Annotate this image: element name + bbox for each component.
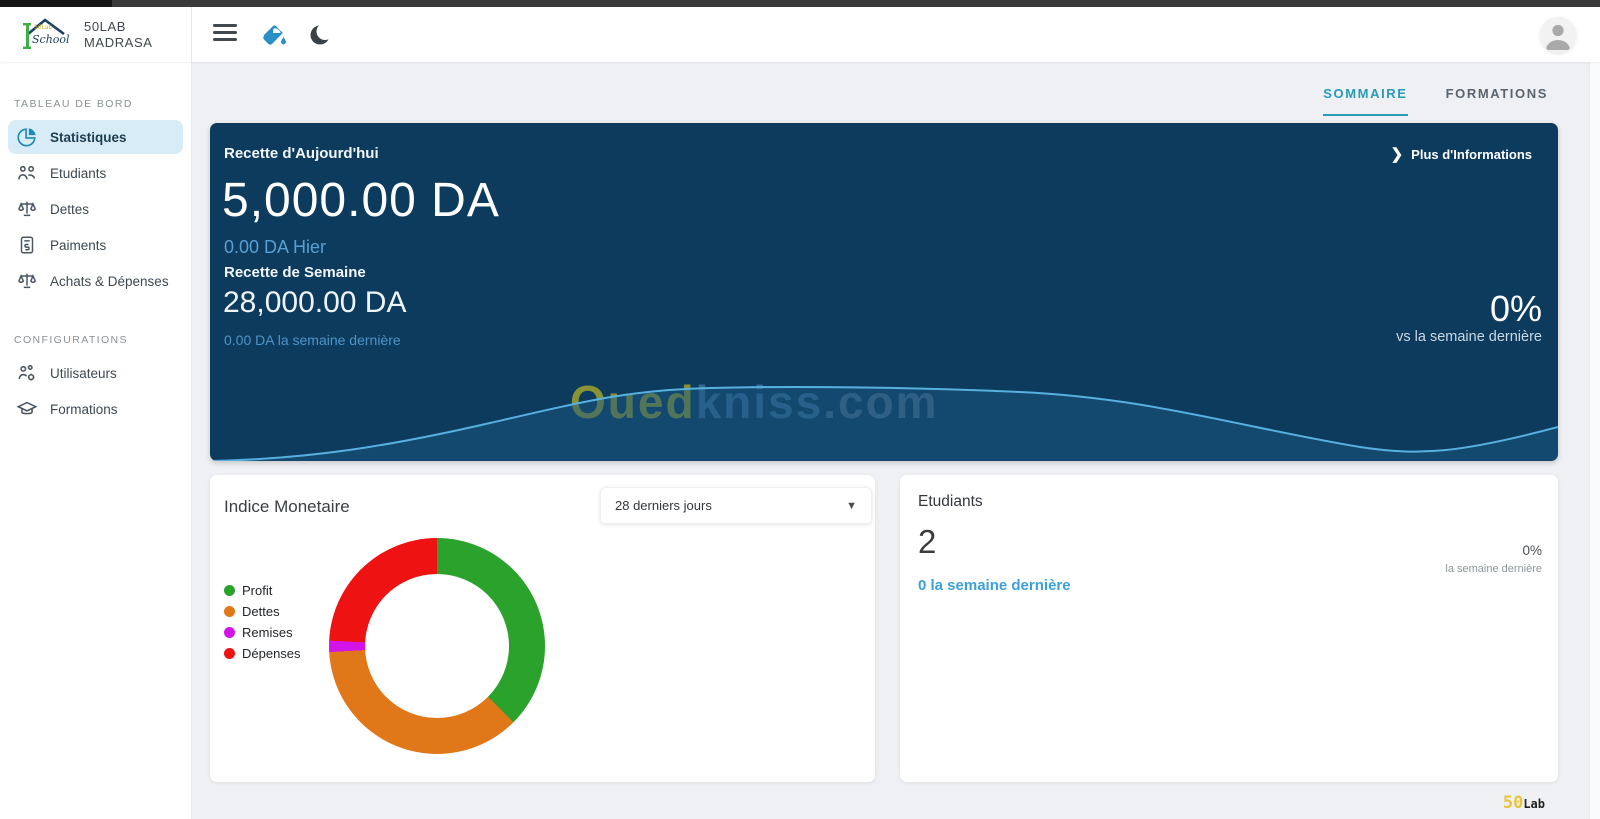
sidebar-section-title: CONFIGURATIONS (14, 334, 128, 346)
sidebar: TABLEAU DE BORD Statistiques Etudiants D… (0, 62, 192, 819)
revenue-wave-chart (210, 386, 1558, 461)
donut-chart-wrap (329, 538, 545, 754)
legend-label: Dettes (242, 604, 280, 619)
legend-dot (224, 606, 235, 617)
etudiants-card: Etudiants 2 0 la semaine dernière 0% la … (900, 475, 1558, 782)
chevron-right-icon: ❯ (1390, 146, 1404, 163)
user-avatar[interactable] (1540, 17, 1576, 53)
pie-chart-icon (17, 128, 36, 147)
legend-label: Profit (242, 583, 273, 598)
sidebar-item-utilisateurs[interactable]: Utilisateurs (8, 356, 183, 390)
sidebar-item-label: Statistiques (50, 129, 127, 145)
today-revenue-label: Recette d'Aujourd'hui (224, 145, 379, 162)
menu-hamburger-icon[interactable] (213, 24, 237, 45)
legend-item-profit[interactable]: Profit (224, 583, 301, 598)
users-gear-icon (18, 364, 35, 381)
sidebar-item-dettes[interactable]: Dettes (8, 192, 183, 226)
sidebar-item-statistiques[interactable]: Statistiques (8, 120, 183, 154)
scale-icon (18, 273, 37, 289)
logo-block: 50Lab School 50LAB MADRASA (0, 7, 192, 62)
moon-dark-mode-icon[interactable] (308, 23, 336, 49)
etudiants-title: Etudiants (918, 493, 983, 510)
more-info-button[interactable]: ❯ Plus d'Informations (1391, 145, 1532, 163)
sidebar-item-label: Paiments (50, 237, 107, 253)
app-header: 50Lab School 50LAB MADRASA (0, 7, 1600, 62)
legend-item-dettes[interactable]: Dettes (224, 604, 301, 619)
sidebar-item-label: Dettes (50, 201, 90, 217)
sidebar-item-label: Etudiants (50, 165, 107, 181)
tabs-row: SOMMAIRE FORMATIONS (1323, 86, 1548, 116)
invoice-icon (20, 236, 34, 254)
donut-hole (365, 574, 509, 718)
week-revenue-value: 28,000.00 DA (223, 286, 407, 319)
etudiants-count: 2 (918, 523, 937, 560)
sidebar-item-achats-depenses[interactable]: Achats & Dépenses (8, 264, 183, 298)
legend-dot (224, 648, 235, 659)
sidebar-item-label: Formations (50, 401, 118, 417)
indice-monetaire-card: Indice Monetaire 28 derniers jours ▼ Pro… (210, 475, 875, 782)
school-logo-icon: 50Lab School (23, 17, 70, 49)
tab-formations[interactable]: FORMATIONS (1445, 86, 1548, 101)
logo-script-text: School (32, 33, 70, 46)
brand-name: 50LAB MADRASA (84, 18, 153, 50)
legend-label: Remises (242, 625, 293, 640)
more-info-label: Plus d'Informations (1411, 146, 1532, 162)
etudiants-percent: 0% (1522, 543, 1542, 558)
scrollbar-track[interactable] (1589, 62, 1600, 819)
today-revenue-value: 5,000.00 DA (222, 174, 500, 227)
period-dropdown[interactable]: 28 derniers jours ▼ (600, 487, 872, 524)
graduation-cap-icon (16, 401, 38, 415)
last-week-revenue: 0.00 DA la semaine dernière (224, 332, 401, 348)
etudiants-percent-caption: la semaine dernière (1445, 563, 1542, 575)
revenue-summary-card: Recette d'Aujourd'hui 5,000.00 DA 0.00 D… (210, 123, 1558, 461)
sidebar-item-formations[interactable]: Formations (8, 392, 183, 426)
legend-label: Dépenses (242, 646, 301, 661)
browser-top-strip (0, 0, 1600, 7)
scale-icon (18, 201, 37, 217)
tab-sommaire[interactable]: SOMMAIRE (1323, 86, 1408, 116)
yesterday-revenue: 0.00 DA Hier (224, 237, 327, 257)
sidebar-item-label: Achats & Dépenses (50, 273, 169, 289)
week-percent-change: 0% (1489, 288, 1542, 329)
period-dropdown-value: 28 derniers jours (615, 498, 712, 513)
sidebar-item-label: Utilisateurs (50, 365, 117, 381)
chevron-down-icon: ▼ (846, 499, 857, 512)
legend-item-remises[interactable]: Remises (224, 625, 301, 640)
students-icon (17, 165, 36, 180)
legend-dot (224, 585, 235, 596)
paint-bucket-icon[interactable] (260, 22, 288, 48)
donut-legend: Profit Dettes Remises Dépenses (224, 583, 301, 667)
week-revenue-label: Recette de Semaine (224, 264, 366, 281)
etudiants-last-week: 0 la semaine dernière (918, 577, 1071, 594)
sidebar-item-paiments[interactable]: Paiments (8, 228, 183, 262)
legend-item-depenses[interactable]: Dépenses (224, 646, 301, 661)
50lab-watermark: 50Lab (1502, 793, 1545, 813)
sidebar-section-title: TABLEAU DE BORD (14, 98, 133, 110)
main-content: SOMMAIRE FORMATIONS Recette d'Aujourd'hu… (192, 62, 1600, 819)
sidebar-item-etudiants[interactable]: Etudiants (8, 156, 183, 190)
legend-dot (224, 627, 235, 638)
logo-small-text: 50Lab (34, 24, 53, 31)
week-percent-caption: vs la semaine dernière (1396, 329, 1542, 345)
indice-card-title: Indice Monetaire (224, 497, 350, 516)
